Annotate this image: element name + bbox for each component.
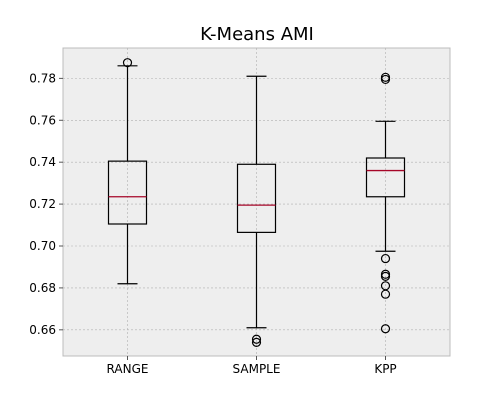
axis-ticks: 0.66 0.68 0.70 0.72 0.74 0.76 0.78 RANGE SAMPLE K…: [29, 71, 396, 376]
outlier-point: [380, 324, 391, 334]
y-tick-label: 0.72: [29, 197, 56, 211]
outlier-point: [251, 334, 262, 344]
outlier-point: [251, 337, 262, 347]
box-iqr: [365, 157, 406, 198]
x-tick-label: KPP: [374, 362, 396, 376]
boxes: [107, 58, 406, 347]
y-tick-label: 0.76: [29, 113, 56, 127]
outlier-point: [380, 271, 391, 281]
box-group-range: [107, 58, 148, 285]
y-tick-label: 0.74: [29, 155, 56, 169]
box-iqr: [107, 160, 148, 225]
box-iqr: [236, 163, 277, 233]
x-tick-label: SAMPLE: [233, 362, 281, 376]
y-tick-label: 0.68: [29, 281, 56, 295]
y-tick-label: 0.70: [29, 239, 56, 253]
outlier-point: [122, 58, 133, 68]
y-tick-label: 0.66: [29, 323, 56, 337]
chart-title: K-Means AMI: [200, 24, 314, 45]
outlier-point: [380, 289, 391, 299]
box-group-kpp: [365, 72, 406, 334]
outlier-point: [380, 253, 391, 264]
y-tick-label: 0.78: [29, 71, 56, 85]
x-tick-label: RANGE: [107, 362, 149, 376]
outlier-point: [380, 74, 391, 85]
box-group-sample: [236, 75, 277, 347]
